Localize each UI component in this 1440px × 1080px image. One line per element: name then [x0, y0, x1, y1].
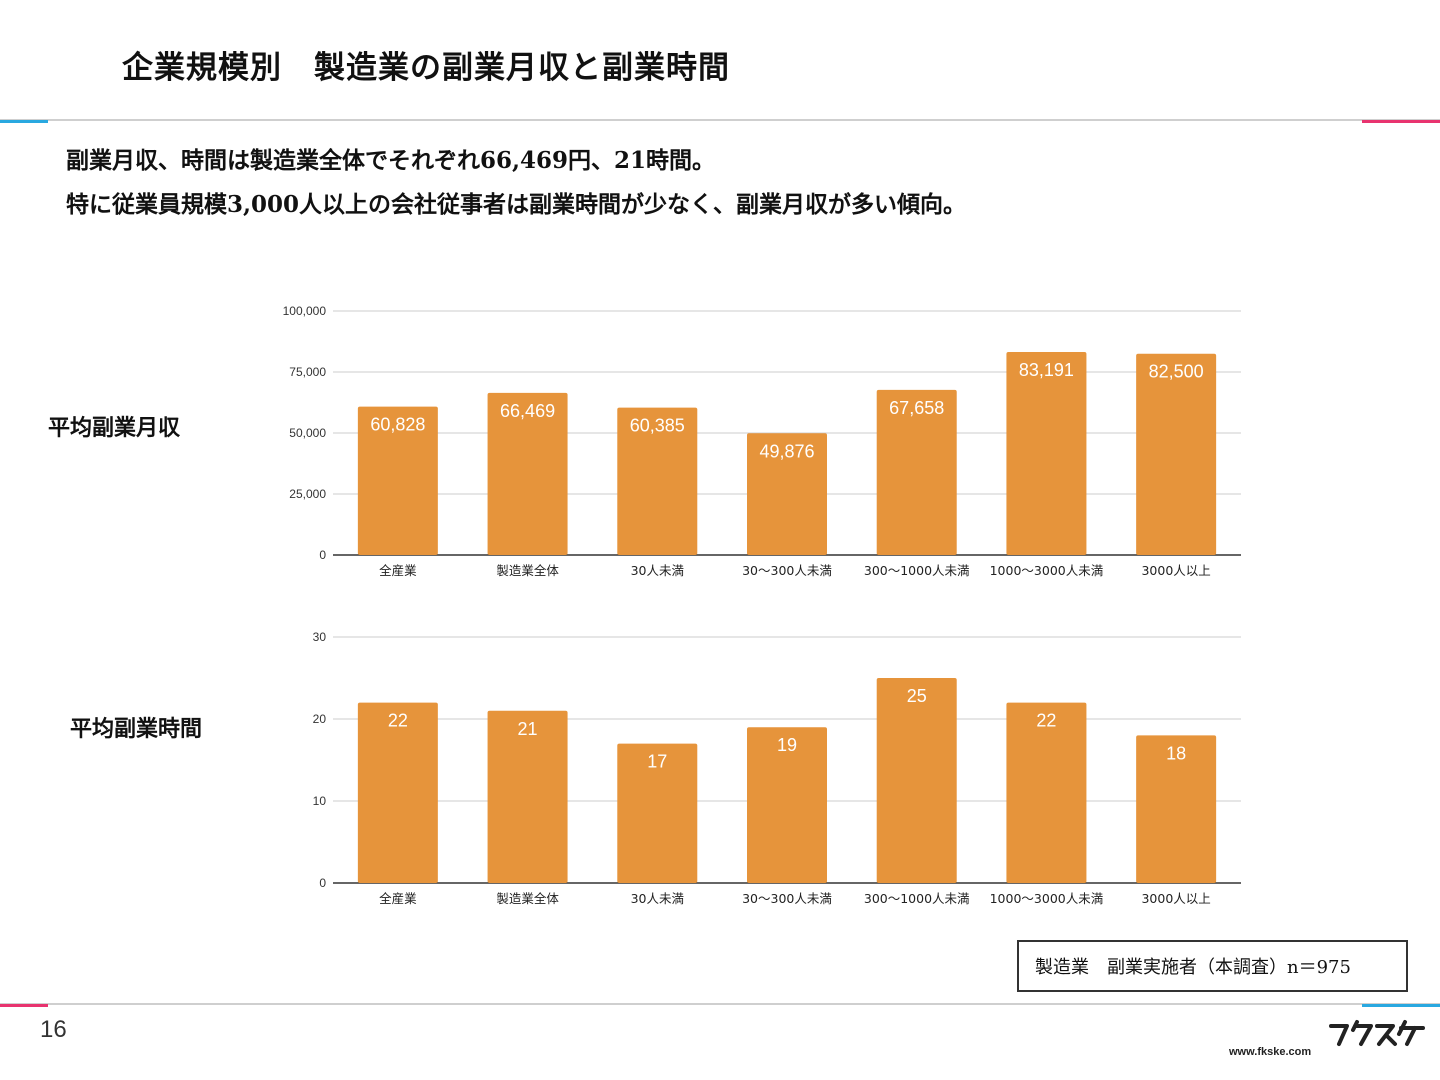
- income-category-label: 製造業全体: [496, 563, 559, 578]
- footer-accent-left: [0, 1004, 48, 1007]
- header-accent-left: [0, 120, 48, 123]
- income-ytick-label: 50,000: [289, 426, 326, 440]
- income-bar: [487, 392, 568, 555]
- hours-category-label: 全産業: [379, 891, 417, 906]
- hours-category-label: 30〜300人未満: [742, 891, 832, 906]
- income-bar: [617, 407, 698, 555]
- page-number: 16: [40, 1016, 67, 1043]
- income-ytick-label: 25,000: [289, 487, 326, 501]
- lead-text-line-2: 特に従業員規模3,000人以上の会社従事者は副業時間が少なく、副業月収が多い傾向…: [66, 191, 967, 218]
- income-bar-value-label: 66,469: [500, 401, 555, 421]
- lead-text-line-1: 副業月収、時間は製造業全体でそれぞれ66,469円、21時間。: [66, 147, 716, 174]
- hours-bar-value-label: 22: [388, 711, 408, 731]
- footer-accent-right: [1362, 1004, 1440, 1007]
- hours-bar: [617, 743, 698, 883]
- income-bar: [1006, 352, 1087, 555]
- hours-bar-value-label: 19: [777, 735, 797, 755]
- hours-bar-value-label: 21: [518, 719, 538, 739]
- hours-category-label: 1000〜3000人未満: [990, 891, 1104, 906]
- income-category-label: 全産業: [379, 563, 417, 578]
- hours-category-label: 300〜1000人未満: [864, 891, 970, 906]
- income-bar-value-label: 49,876: [759, 441, 814, 461]
- hours-category-label: 3000人以上: [1141, 891, 1210, 906]
- hours-category-label: 30人未満: [631, 891, 684, 906]
- hours-bar-value-label: 25: [907, 686, 927, 706]
- income-bar-value-label: 67,658: [889, 398, 944, 418]
- hours-ytick-label: 0: [319, 876, 326, 890]
- income-ytick-label: 100,000: [283, 304, 327, 318]
- hours-bar: [1136, 735, 1217, 883]
- sample-size-box: 製造業 副業実施者（本調査）n＝975: [1017, 940, 1408, 992]
- header-accent-right: [1362, 120, 1440, 123]
- income-ytick-label: 75,000: [289, 365, 326, 379]
- website-url: www.fkske.com: [1229, 1046, 1312, 1058]
- hours-category-label: 製造業全体: [496, 891, 559, 906]
- hours-bar: [357, 702, 438, 883]
- hours-bar: [876, 678, 957, 883]
- income-category-label: 30人未満: [631, 563, 684, 578]
- hours-bar: [1006, 702, 1087, 883]
- income-category-label: 30〜300人未満: [742, 563, 832, 578]
- income-category-label: 3000人以上: [1141, 563, 1210, 578]
- hours-bar: [747, 727, 827, 883]
- fukusuke-logo: [1329, 1020, 1425, 1046]
- page-title: 企業規模別 製造業の副業月収と副業時間: [122, 50, 730, 86]
- hours-ytick-label: 20: [313, 712, 327, 726]
- hours-ytick-label: 10: [313, 794, 327, 808]
- income-bar-value-label: 60,385: [630, 416, 685, 436]
- hours-chart-label: 平均副業時間: [70, 716, 203, 742]
- hours-bar-value-label: 22: [1036, 711, 1056, 731]
- income-category-label: 300〜1000人未満: [864, 563, 970, 578]
- income-bar: [1136, 353, 1217, 555]
- header-divider: [0, 119, 1440, 121]
- income-ytick-label: 0: [319, 548, 326, 562]
- hours-ytick-label: 30: [313, 630, 327, 644]
- income-bar-value-label: 60,828: [370, 415, 425, 435]
- income-bar-value-label: 82,500: [1149, 362, 1204, 382]
- income-bar: [357, 406, 438, 555]
- hours-bar-value-label: 17: [647, 752, 667, 772]
- footer-divider: [0, 1003, 1440, 1005]
- income-bar: [747, 433, 827, 555]
- income-category-label: 1000〜3000人未満: [990, 563, 1104, 578]
- hours-bar: [487, 710, 568, 883]
- hours-bar-value-label: 18: [1166, 743, 1186, 763]
- income-bar-value-label: 83,191: [1019, 360, 1074, 380]
- income-chart-label: 平均副業月収: [48, 415, 181, 441]
- income-bar: [876, 389, 957, 555]
